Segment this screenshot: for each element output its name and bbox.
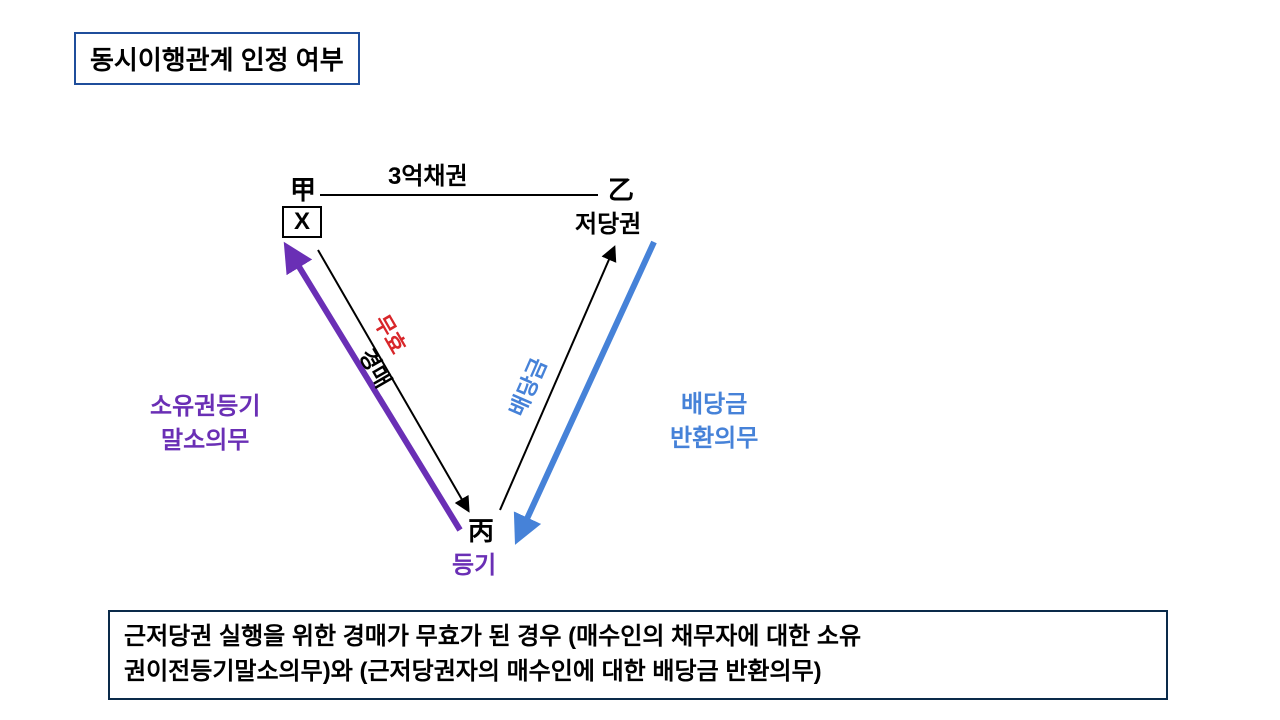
label-blue-line2: 반환의무 (670, 425, 758, 452)
label-blue: 배당금 반환의무 (670, 388, 758, 455)
node-top-right-sub: 저당권 (575, 204, 641, 239)
label-purple: 소유권등기 말소의무 (150, 390, 260, 457)
caption-box: 근저당권 실행을 위한 경매가 무효가 된 경우 (매수인의 채무자에 대한 소… (108, 610, 1168, 700)
label-top-edge: 3억채권 (388, 156, 468, 191)
node-top-left: 甲 (290, 170, 316, 207)
caption-line1: 근저당권 실행을 위한 경매가 무효가 된 경우 (매수인의 채무자에 대한 소… (124, 623, 861, 650)
node-top-left-sub: X (282, 206, 322, 238)
label-purple-line2: 말소의무 (161, 427, 249, 454)
label-purple-line1: 소유권등기 (150, 393, 260, 420)
node-bottom-sub: 등기 (452, 545, 496, 580)
node-bottom: 丙 (468, 511, 494, 548)
node-top-right: 乙 (608, 170, 634, 207)
caption-line2: 권이전등기말소의무)와 (근저당권자의 매수인에 대한 배당금 반환의무) (124, 658, 822, 685)
label-blue-line1: 배당금 (681, 391, 747, 418)
